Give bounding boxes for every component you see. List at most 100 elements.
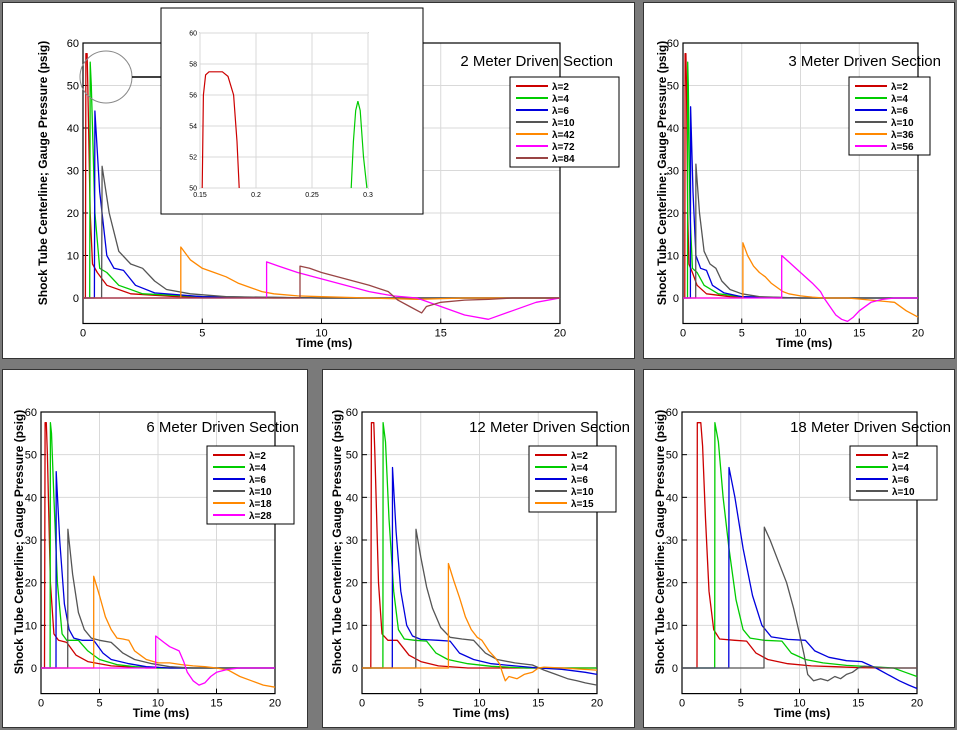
- x-axis-title: Time (ms): [133, 706, 189, 720]
- x-axis-title: Time (ms): [453, 706, 509, 720]
- chart-title: 2 Meter Driven Section: [460, 53, 613, 70]
- series-line: [83, 165, 560, 299]
- chart-12m: 12 Meter Driven Section Time (ms) Shock …: [330, 407, 630, 720]
- x-tick-label: 15: [435, 328, 447, 340]
- legend: λ=2λ=4λ=6λ=10: [849, 445, 938, 501]
- legend-label: λ=2: [552, 82, 569, 93]
- inset-y-tick-label: 60: [189, 31, 197, 38]
- y-tick-label: 0: [352, 663, 358, 675]
- series-line: [683, 106, 918, 299]
- legend-label: λ=10: [571, 487, 594, 498]
- series-line: [83, 52, 560, 299]
- series-line: [362, 466, 598, 676]
- legend-label: λ=10: [552, 118, 575, 129]
- legend-box: [206, 445, 295, 525]
- x-tick-label: 15: [853, 328, 865, 340]
- legend-label: λ=10: [891, 118, 914, 129]
- legend-label: λ=6: [552, 106, 569, 117]
- x-tick-label: 20: [912, 328, 924, 340]
- chart-panel-18m: 18 Meter Driven Section Time (ms) Shock …: [643, 369, 955, 728]
- y-tick-label: 30: [666, 535, 678, 547]
- x-tick-label: 20: [591, 698, 603, 710]
- legend-label: λ=15: [571, 499, 594, 510]
- series-line: [41, 528, 275, 669]
- y-tick-label: 40: [667, 123, 679, 135]
- legend-label: λ=72: [552, 142, 575, 153]
- x-tick-label: 0: [679, 698, 685, 710]
- legend: λ=2λ=4λ=6λ=10λ=42λ=72λ=84: [509, 76, 620, 168]
- x-tick-label: 10: [315, 328, 327, 340]
- x-tick-label: 5: [96, 698, 102, 710]
- chart-title: 6 Meter Driven Section: [146, 419, 299, 436]
- y-axis-title: Shock Tube Centerline; Gauge Pressure (p…: [330, 410, 344, 675]
- x-axis-title: Time (ms): [296, 336, 352, 350]
- series-group: [683, 52, 919, 323]
- inset-series-line: [350, 101, 368, 189]
- chart-title: 18 Meter Driven Section: [790, 419, 951, 436]
- y-tick-label: 60: [666, 407, 678, 419]
- y-tick-label: 20: [25, 578, 37, 590]
- y-axis-title: Shock Tube Centerline; Gauge Pressure (p…: [12, 410, 26, 675]
- legend-label: λ=6: [891, 106, 908, 117]
- x-tick-label: 5: [199, 328, 205, 340]
- legend-label: λ=6: [892, 475, 909, 486]
- legend: λ=2λ=4λ=6λ=10λ=15: [528, 445, 617, 513]
- y-tick-label: 40: [346, 492, 358, 504]
- series-group: [41, 422, 276, 688]
- series-line: [683, 254, 918, 323]
- legend-label: λ=2: [249, 451, 266, 462]
- chart-3m: 3 Meter Driven Section Time (ms) Shock T…: [655, 38, 941, 350]
- y-tick-label: 0: [673, 293, 679, 305]
- y-tick-label: 30: [346, 535, 358, 547]
- series-line: [83, 261, 561, 320]
- series-line: [362, 528, 598, 686]
- y-tick-label: 10: [346, 620, 358, 632]
- x-tick-label: 20: [269, 698, 281, 710]
- series-group: [682, 422, 918, 690]
- x-tick-label: 10: [794, 328, 806, 340]
- legend-label: λ=36: [891, 130, 914, 141]
- legend-label: λ=2: [571, 451, 588, 462]
- inset-x-tick-label: 0.2: [251, 192, 261, 199]
- inset-x-tick-label: 0.3: [363, 192, 373, 199]
- y-tick-label: 20: [346, 578, 358, 590]
- y-tick-label: 30: [667, 166, 679, 178]
- x-tick-label: 10: [152, 698, 164, 710]
- chart-panel-2m: 2 Meter Driven Section Time (ms) Shock T…: [2, 2, 635, 359]
- x-tick-label: 20: [554, 328, 566, 340]
- legend-label: λ=28: [249, 511, 272, 522]
- x-tick-label: 15: [532, 698, 544, 710]
- series-line: [41, 635, 275, 686]
- inset-series-line: [201, 71, 240, 189]
- chart-panel-12m: 12 Meter Driven Section Time (ms) Shock …: [322, 369, 635, 728]
- legend-label: λ=2: [891, 82, 908, 93]
- chart-title: 3 Meter Driven Section: [788, 53, 941, 70]
- inset-y-tick-label: 50: [189, 186, 197, 193]
- series-line: [41, 471, 275, 669]
- y-tick-label: 30: [25, 535, 37, 547]
- axes: 0 5 10 15 20 0 10 20 30 40 50 60: [346, 407, 603, 710]
- y-tick-label: 10: [667, 251, 679, 263]
- inset-y-tick-label: 56: [189, 93, 197, 100]
- legend-label: λ=10: [892, 487, 915, 498]
- series-line: [41, 575, 276, 688]
- x-axis-title: Time (ms): [774, 706, 830, 720]
- series-line: [682, 422, 917, 669]
- legend-label: λ=2: [892, 451, 909, 462]
- legend-label: λ=4: [571, 463, 588, 474]
- y-tick-label: 20: [666, 578, 678, 590]
- series-line: [362, 422, 597, 669]
- chart-panel-3m: 3 Meter Driven Section Time (ms) Shock T…: [643, 2, 955, 359]
- series-line: [682, 526, 917, 682]
- x-axis-title: Time (ms): [776, 336, 832, 350]
- x-tick-label: 10: [793, 698, 805, 710]
- x-tick-label: 0: [80, 328, 86, 340]
- y-tick-label: 0: [73, 293, 79, 305]
- y-tick-label: 40: [67, 123, 79, 135]
- y-axis-title: Shock Tube Centerline; Gauge Pressure (p…: [655, 41, 669, 306]
- chart-title: 12 Meter Driven Section: [469, 419, 630, 436]
- y-tick-label: 40: [25, 492, 37, 504]
- y-tick-label: 40: [666, 492, 678, 504]
- y-tick-label: 20: [67, 208, 79, 220]
- y-tick-label: 10: [25, 620, 37, 632]
